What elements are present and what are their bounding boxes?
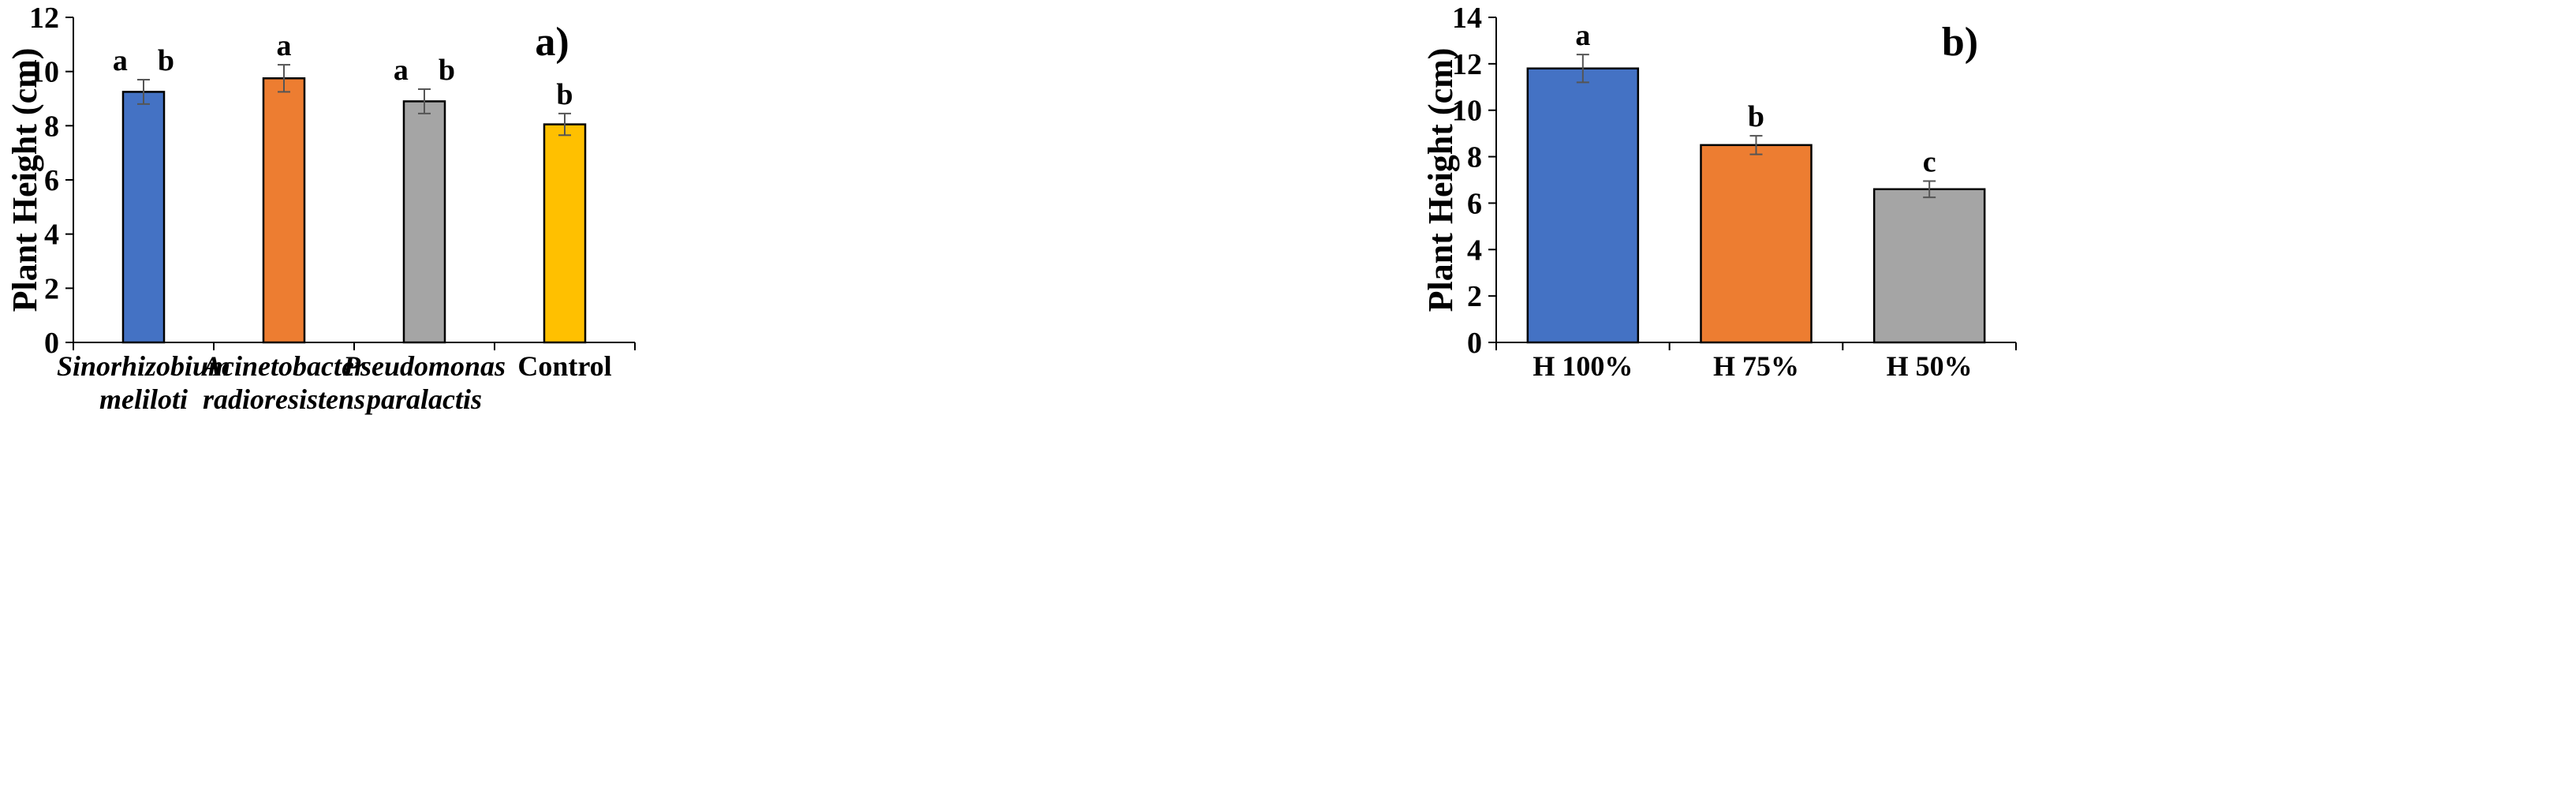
y-tick-label: 4: [1467, 234, 1482, 267]
significance-label: a b: [394, 54, 455, 87]
bar: [121, 91, 166, 344]
significance-label: a: [1575, 19, 1590, 52]
chart-a: 0 2 4 6 8 10 12 Plant Height (cm) a) a b Sinorhizo…: [6, 2, 636, 415]
y-tick-label: 12: [29, 2, 59, 35]
chart-b: 0 2 4 6 8 10 12 14 Plant Height (cm) b) a H 100% b H …: [1421, 2, 2017, 382]
category-label-line: H 50%: [1887, 350, 1973, 382]
category-label-line: radioresistens: [203, 383, 365, 415]
panel-label: a): [535, 20, 569, 65]
category-label: Pseudomonas paralactis: [342, 350, 506, 415]
y-tick-label: 0: [44, 327, 59, 360]
y-tick-label: 14: [1452, 2, 1482, 35]
bar: [262, 77, 306, 344]
category-label-line: H 100%: [1533, 350, 1633, 382]
bar: [402, 100, 446, 344]
y-tick-label: 2: [1467, 280, 1482, 313]
bar: [1872, 188, 1986, 344]
category-label-line: paralactis: [364, 383, 482, 415]
bar: [543, 123, 587, 344]
category-label: Acinetobacter radioresistens: [201, 350, 366, 415]
y-tick-label: 8: [44, 110, 59, 143]
category-label: H 50%: [1887, 350, 1973, 382]
category-label-line: H 75%: [1713, 350, 1799, 382]
y-axis-label: Plant Height (cm): [1421, 48, 1460, 312]
panel-label: b): [1942, 20, 1978, 65]
significance-label: a: [277, 29, 292, 62]
y-tick-label: 0: [1467, 327, 1482, 360]
category-label-line: meliloti: [99, 383, 188, 415]
significance-label: b: [556, 78, 573, 111]
y-tick-label: 2: [44, 272, 59, 305]
significance-label: b: [1748, 100, 1764, 133]
category-label: Sinorhizobium meliloti: [57, 350, 230, 415]
y-tick-label: 4: [44, 219, 59, 252]
y-tick-label: 8: [1467, 141, 1482, 174]
category-label-line: Sinorhizobium: [57, 350, 230, 382]
y-tick-label: 10: [1452, 95, 1482, 128]
y-axis-label: Plant Height (cm): [6, 48, 44, 312]
y-tick-label: 10: [29, 56, 59, 89]
category-label-line: Control: [517, 350, 611, 382]
bar: [1700, 144, 1813, 344]
y-tick-label: 6: [44, 164, 59, 197]
y-tick-label: 12: [1452, 48, 1482, 81]
category-label-line: Acinetobacter: [201, 350, 366, 382]
significance-label: c: [1923, 145, 1936, 178]
significance-label: a b: [113, 44, 174, 77]
category-label: H 75%: [1713, 350, 1799, 382]
y-tick-label: 6: [1467, 187, 1482, 220]
category-label: Control: [517, 350, 611, 382]
category-label-line: Pseudomonas: [342, 350, 506, 382]
category-label: H 100%: [1533, 350, 1633, 382]
bar: [1526, 67, 1640, 344]
